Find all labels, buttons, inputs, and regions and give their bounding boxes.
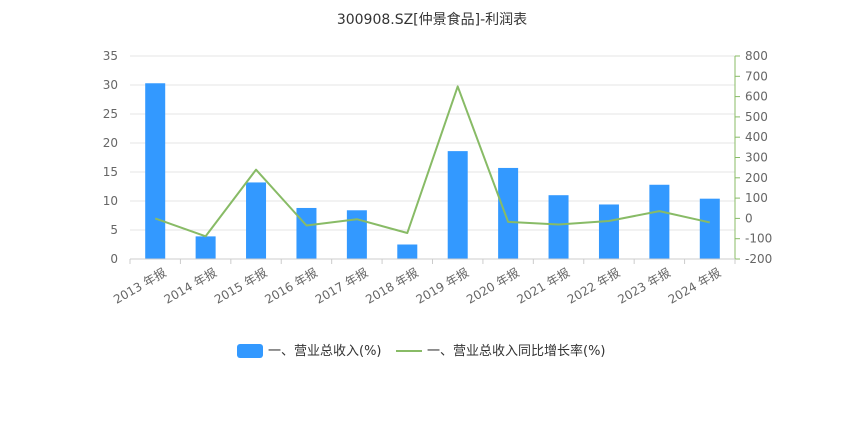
x-tick-label: 2019 年报 (413, 265, 471, 307)
bar[interactable] (699, 198, 720, 259)
bar[interactable] (649, 184, 670, 259)
grid-lines (130, 55, 735, 260)
right-tick-label: 100 (745, 191, 768, 205)
bar-series (145, 83, 720, 259)
right-tick-label: 500 (745, 110, 768, 124)
bar[interactable] (296, 207, 317, 259)
left-tick-label: 25 (103, 107, 118, 121)
left-tick-label: 10 (103, 194, 118, 208)
left-tick-label: 5 (110, 223, 118, 237)
x-tick-label: 2018 年报 (363, 265, 421, 307)
right-tick-label: 800 (745, 49, 768, 63)
bar[interactable] (447, 151, 468, 259)
bar[interactable] (145, 83, 166, 259)
bar[interactable] (246, 182, 267, 259)
right-tick-label: -100 (745, 232, 772, 246)
legend-bar-label[interactable]: 一、营业总收入(%) (268, 344, 382, 359)
x-tick-label: 2016 年报 (262, 265, 320, 307)
x-tick-label: 2022 年报 (564, 265, 622, 307)
bar[interactable] (498, 167, 519, 259)
bar[interactable] (195, 236, 216, 259)
x-tick-label: 2014 年报 (161, 265, 219, 307)
x-tick-label: 2015 年报 (212, 265, 270, 307)
bar[interactable] (397, 244, 418, 260)
x-tick-label: 2024 年报 (665, 265, 723, 307)
x-tick-label: 2023 年报 (615, 265, 673, 307)
legend-line-label[interactable]: 一、营业总收入同比增长率(%) (427, 343, 606, 359)
right-tick-label: 700 (745, 69, 768, 83)
right-tick-label: 0 (745, 211, 753, 225)
left-tick-label: 35 (103, 49, 118, 63)
right-tick-label: 300 (745, 151, 768, 165)
legend: 一、营业总收入(%) 一、营业总收入同比增长率(%) (237, 343, 606, 359)
left-tick-label: 0 (110, 252, 118, 266)
left-tick-label: 20 (103, 136, 118, 150)
x-tick-label: 2017 年报 (312, 265, 370, 307)
bar[interactable] (598, 204, 619, 259)
right-tick-label: 200 (745, 171, 768, 185)
left-tick-label: 30 (103, 78, 118, 92)
left-y-axis: 0 5 10 15 20 25 30 35 (103, 49, 118, 266)
x-tick-label: 2013 年报 (111, 265, 169, 307)
right-tick-label: -200 (745, 252, 772, 266)
right-tick-label: 600 (745, 90, 768, 104)
line-series (154, 85, 711, 238)
bar[interactable] (346, 210, 367, 259)
growth-line[interactable] (154, 85, 711, 238)
right-y-axis: -200 -100 0 100 200 300 400 500 600 700 800 (734, 49, 772, 266)
chart-title: 300908.SZ[仲景食品]-利润表 (337, 11, 527, 28)
legend-bar-swatch[interactable] (237, 344, 263, 358)
x-tick-label: 2021 年报 (514, 265, 572, 307)
bar[interactable] (548, 195, 569, 259)
right-tick-label: 400 (745, 130, 768, 144)
x-tick-label: 2020 年报 (464, 265, 522, 307)
left-tick-label: 15 (103, 165, 118, 179)
